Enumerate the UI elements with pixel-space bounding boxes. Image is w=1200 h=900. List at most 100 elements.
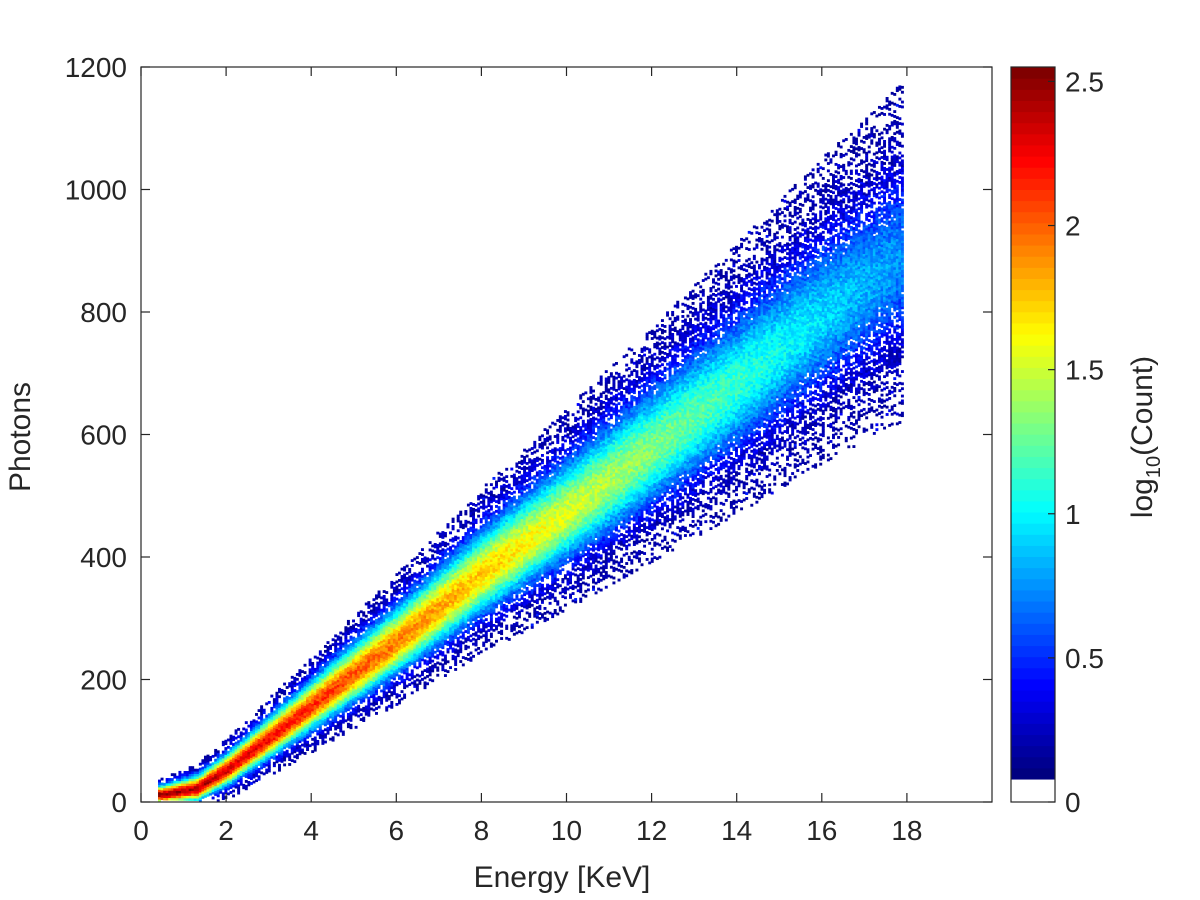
heatmap-cell	[433, 550, 437, 554]
heatmap-cell	[436, 637, 440, 640]
heatmap-cell	[239, 743, 243, 747]
heatmap-cell	[451, 625, 455, 629]
heatmap-cell	[321, 673, 325, 677]
heatmap-cell	[352, 619, 355, 623]
heatmap-cell	[303, 710, 307, 714]
heatmap-cell	[477, 502, 481, 506]
heatmap-cell	[346, 695, 350, 699]
heatmap-cell	[293, 747, 297, 751]
heatmap-cell	[175, 778, 179, 782]
heatmap-cell	[346, 619, 350, 623]
heatmap-cell	[321, 700, 325, 704]
heatmap-cell	[441, 570, 445, 574]
heatmap-cell	[423, 652, 427, 655]
heatmap-cell	[283, 726, 287, 730]
heatmap-cell	[226, 785, 230, 788]
heatmap-cell	[354, 681, 358, 685]
heatmap-cell	[461, 599, 465, 603]
heatmap-cell	[408, 636, 412, 640]
heatmap-cell	[474, 592, 478, 596]
heatmap-cell	[479, 574, 483, 578]
heatmap-cell	[283, 712, 287, 715]
heatmap-cell	[334, 663, 338, 667]
heatmap-cell	[344, 680, 348, 683]
heatmap-cell	[244, 721, 248, 725]
heatmap-cell	[507, 527, 511, 531]
heatmap-cell	[359, 674, 363, 677]
heatmap-cell	[334, 658, 338, 662]
heatmap-cell	[392, 613, 396, 617]
heatmap-cell	[428, 626, 432, 630]
heatmap-cell	[523, 485, 527, 489]
heatmap-cell	[459, 581, 463, 585]
heatmap-cell	[449, 624, 453, 628]
heatmap-cell	[341, 681, 345, 685]
heatmap-cell	[341, 674, 345, 678]
heatmap-cell	[364, 641, 368, 645]
heatmap-cell	[252, 775, 256, 779]
heatmap-cell	[237, 779, 241, 783]
heatmap-cell	[431, 610, 435, 614]
heatmap-cell	[198, 794, 202, 798]
heatmap-cell	[456, 588, 460, 591]
heatmap-cell	[247, 739, 251, 743]
heatmap-cell	[293, 679, 297, 683]
heatmap-cell	[369, 634, 373, 637]
heatmap-cell	[349, 628, 353, 632]
heatmap-cell	[367, 706, 371, 710]
heatmap-cell	[372, 608, 376, 611]
heatmap-cell	[336, 672, 340, 676]
heatmap-cell	[512, 527, 516, 531]
heatmap-cell	[507, 490, 511, 494]
heatmap-cell	[298, 705, 302, 709]
heatmap-cell	[306, 694, 310, 698]
heatmap-cell	[525, 545, 529, 549]
heatmap-cell	[334, 644, 338, 648]
heatmap-cell	[472, 515, 475, 519]
heatmap-cell	[487, 580, 491, 583]
heatmap-cell	[229, 771, 233, 775]
heatmap-cell	[313, 716, 317, 720]
heatmap-cell	[454, 616, 458, 620]
heatmap-cell	[193, 790, 197, 794]
heatmap-cell	[318, 652, 322, 656]
heatmap-cell	[255, 766, 258, 770]
heatmap-cell	[352, 673, 355, 677]
heatmap-cell	[507, 525, 511, 529]
heatmap-cell	[403, 602, 407, 606]
heatmap-cell	[392, 684, 396, 688]
heatmap-cell	[362, 643, 366, 647]
heatmap-cell	[398, 603, 401, 607]
heatmap-cell	[413, 633, 417, 637]
heatmap-cell	[398, 657, 401, 661]
heatmap-cell	[489, 532, 493, 536]
heatmap-cell	[510, 504, 514, 508]
heatmap-cell	[165, 790, 169, 794]
heatmap-cell	[344, 628, 348, 632]
heatmap-cell	[341, 710, 345, 714]
heatmap-cell	[446, 604, 450, 607]
heatmap-cell	[436, 666, 440, 670]
heatmap-cell	[415, 666, 419, 670]
heatmap-cell	[392, 630, 396, 634]
heatmap-cell	[262, 755, 266, 759]
heatmap-cell	[308, 683, 312, 686]
heatmap-cell	[474, 619, 478, 622]
heatmap-cell	[357, 648, 361, 652]
heatmap-cell	[295, 729, 299, 733]
heatmap-cell	[512, 603, 516, 607]
heatmap-cell	[318, 667, 322, 671]
heatmap-cell	[484, 552, 488, 555]
heatmap-cell	[308, 673, 312, 677]
heatmap-cell	[395, 627, 399, 630]
heatmap-cell	[466, 645, 470, 649]
heatmap-cell	[385, 679, 389, 683]
heatmap-cell	[392, 655, 396, 659]
heatmap-cell	[497, 562, 501, 566]
heatmap-cell	[362, 670, 366, 673]
heatmap-cell	[316, 673, 320, 677]
heatmap-cell	[502, 510, 506, 514]
heatmap-cell	[255, 769, 258, 773]
heatmap-cell	[367, 681, 371, 685]
heatmap-cell	[191, 785, 195, 789]
